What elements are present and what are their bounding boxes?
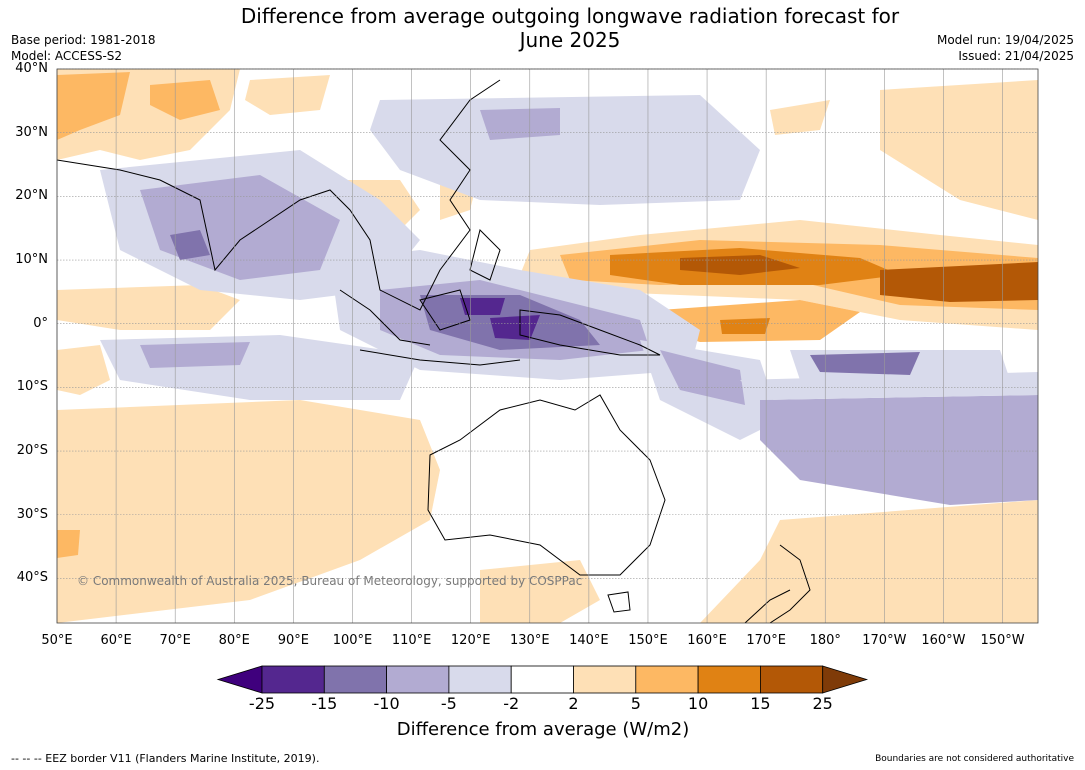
colorbar-tick-label: -25 [248, 694, 276, 713]
colorbar-label: Difference from average (W/m2) [396, 719, 690, 740]
anomaly-field [57, 69, 1038, 623]
lat-label: 40°N [15, 61, 48, 76]
lon-label: 80°E [218, 633, 250, 648]
colorbar-segment [386, 665, 450, 694]
lat-label: 10°S [16, 379, 48, 395]
colorbar [216, 665, 869, 694]
meta-left: Base period: 1981-2018 Model: ACCESS-S2 [11, 32, 156, 64]
lon-label: 50°E [41, 633, 73, 648]
copyright-notice: © Commonwealth of Australia 2025, Bureau… [77, 574, 583, 588]
eez-legend: -- -- -- EEZ border V11 (Flanders Marine… [11, 752, 320, 765]
lat-label: 0° [33, 315, 48, 331]
meta-right: Model run: 19/04/2025 Issued: 21/04/2025 [937, 32, 1074, 64]
lat-label: 40°S [16, 570, 48, 586]
colorbar-segment [635, 665, 699, 694]
lon-label: 150°E [628, 633, 668, 648]
lon-label: 170°W [862, 633, 907, 648]
lon-label: 90°E [277, 633, 309, 648]
colorbar-tick-label: 25 [812, 694, 833, 713]
colorbar-extend-low [216, 665, 263, 694]
model-run: Model run: 19/04/2025 [936, 33, 1074, 47]
colorbar-tick-label: -5 [440, 694, 457, 713]
colorbar-segment [323, 665, 387, 694]
lon-label: 170°E [746, 633, 786, 648]
lon-label: 70°E [159, 633, 191, 648]
lon-label: 130°E [510, 633, 550, 648]
lon-label: 160°E [687, 633, 727, 648]
colorbar-segment [448, 665, 512, 694]
colorbar-tick-label: 5 [630, 694, 641, 713]
boundaries-disclaimer: Boundaries are not considered authoritat… [875, 754, 1074, 764]
lat-label: 30°N [15, 124, 48, 140]
lon-label: 120°E [450, 633, 491, 648]
issued-date: Issued: 21/04/2025 [958, 49, 1074, 63]
colorbar-tick-label: -2 [503, 694, 520, 713]
lon-label: 150°W [980, 633, 1025, 648]
lat-label: 20°S [16, 443, 48, 459]
model-name: Model: ACCESS-S2 [11, 49, 123, 63]
map-title: Difference from average outgoing longwav… [240, 4, 900, 52]
lon-label: 60°E [100, 633, 132, 648]
lat-label: 10°N [15, 252, 48, 268]
lon-label: 160°W [921, 633, 966, 648]
colorbar-tick-label: -10 [373, 694, 400, 713]
colorbar-tick-label: 2 [568, 694, 579, 713]
lat-label: 20°N [15, 188, 48, 204]
colorbar-tick-label: -15 [311, 694, 338, 713]
lon-label: 110°E [391, 633, 432, 648]
colorbar-tick-label: 10 [687, 694, 709, 713]
colorbar-segment [510, 665, 574, 694]
base-period: Base period: 1981-2018 [11, 33, 156, 47]
lon-label: 140°E [569, 633, 609, 648]
colorbar-segment [760, 665, 824, 694]
lon-label: 180° [809, 633, 841, 648]
colorbar-segment [261, 665, 325, 694]
colorbar-extend-high [822, 665, 869, 694]
lat-label: 30°S [16, 506, 48, 522]
colorbar-segment [573, 665, 637, 694]
map-frame [56, 68, 1039, 624]
lon-label: 100°E [332, 633, 373, 648]
colorbar-tick-label: 15 [750, 694, 771, 713]
colorbar-segment [697, 665, 761, 694]
